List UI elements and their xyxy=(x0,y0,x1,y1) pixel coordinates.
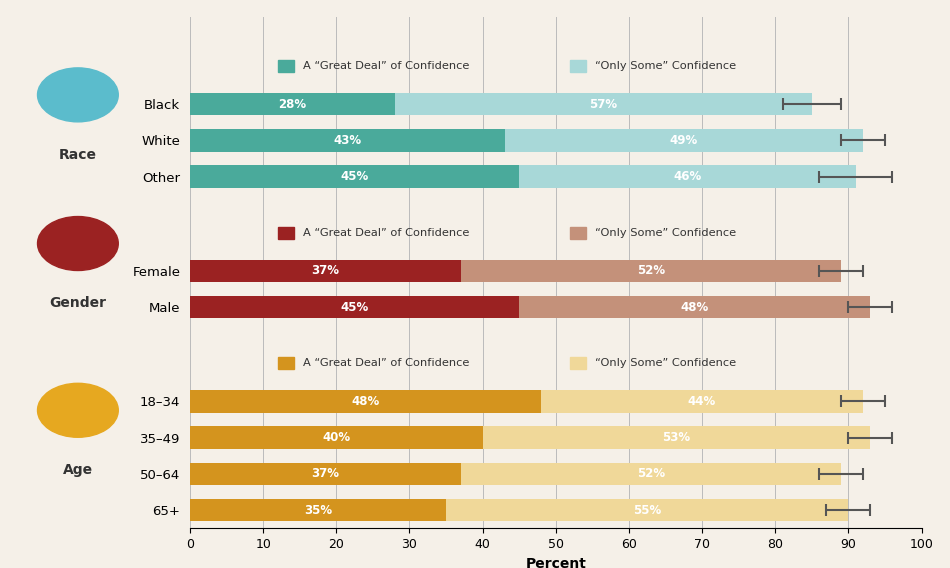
Text: Age: Age xyxy=(63,463,93,477)
Text: Race: Race xyxy=(59,148,97,161)
Bar xyxy=(570,227,586,239)
Bar xyxy=(190,499,446,521)
Bar xyxy=(504,129,863,152)
Text: 37%: 37% xyxy=(312,264,339,277)
Text: 44%: 44% xyxy=(688,395,716,408)
Text: Gender: Gender xyxy=(49,296,106,310)
Text: A “Great Deal” of Confidence: A “Great Deal” of Confidence xyxy=(303,358,469,368)
Text: “Only Some” Confidence: “Only Some” Confidence xyxy=(596,228,736,238)
Bar xyxy=(542,390,863,412)
Bar xyxy=(461,462,841,485)
Bar xyxy=(570,60,586,72)
Bar xyxy=(190,390,542,412)
Text: 43%: 43% xyxy=(333,134,361,147)
Bar xyxy=(190,260,461,282)
Bar xyxy=(190,296,519,318)
Bar xyxy=(519,165,856,188)
Text: 55%: 55% xyxy=(633,504,661,517)
Text: 48%: 48% xyxy=(352,395,380,408)
Text: 48%: 48% xyxy=(680,300,709,314)
Text: 45%: 45% xyxy=(340,170,369,183)
Bar xyxy=(190,129,504,152)
Bar xyxy=(483,427,870,449)
Text: 37%: 37% xyxy=(312,467,339,481)
Bar xyxy=(190,427,483,449)
Bar xyxy=(277,60,294,72)
Text: 57%: 57% xyxy=(589,98,618,111)
Bar xyxy=(190,462,461,485)
Text: “Only Some” Confidence: “Only Some” Confidence xyxy=(596,61,736,71)
Bar xyxy=(395,93,811,115)
Bar xyxy=(190,93,395,115)
Text: 52%: 52% xyxy=(636,467,665,481)
Bar xyxy=(570,357,586,369)
Bar xyxy=(519,296,870,318)
Text: A “Great Deal” of Confidence: A “Great Deal” of Confidence xyxy=(303,61,469,71)
Text: 53%: 53% xyxy=(662,431,691,444)
Text: 40%: 40% xyxy=(322,431,351,444)
Bar xyxy=(277,227,294,239)
Text: “Only Some” Confidence: “Only Some” Confidence xyxy=(596,358,736,368)
X-axis label: Percent: Percent xyxy=(525,557,586,568)
Text: 49%: 49% xyxy=(670,134,698,147)
Text: A “Great Deal” of Confidence: A “Great Deal” of Confidence xyxy=(303,228,469,238)
Bar xyxy=(446,499,848,521)
Text: 28%: 28% xyxy=(278,98,307,111)
Bar xyxy=(277,357,294,369)
Bar xyxy=(461,260,841,282)
Text: 52%: 52% xyxy=(636,264,665,277)
Text: 45%: 45% xyxy=(340,300,369,314)
Text: 46%: 46% xyxy=(674,170,701,183)
Bar xyxy=(190,165,519,188)
Text: 35%: 35% xyxy=(304,504,332,517)
